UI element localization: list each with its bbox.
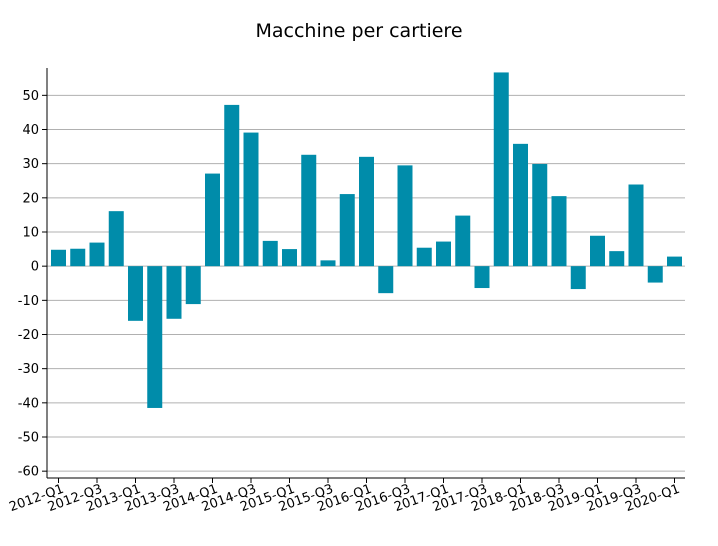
y-tick-label: -30 xyxy=(18,362,39,377)
bar-2013-Q1 xyxy=(128,266,143,321)
tick-labels: -60-50-40-30-20-10010203040502012-Q12012… xyxy=(7,89,681,515)
y-tick-label: 40 xyxy=(22,123,39,138)
y-tick-label: -40 xyxy=(18,396,39,411)
bar-2012-Q1 xyxy=(51,249,66,267)
bar-2018-Q2 xyxy=(532,164,548,267)
bar-2014-Q3 xyxy=(243,132,259,267)
y-tick-label: -20 xyxy=(18,328,39,343)
bar-2016-Q2 xyxy=(378,266,394,294)
bar-2019-Q1 xyxy=(590,235,605,267)
bar-2014-Q2 xyxy=(224,104,240,267)
bar-2017-Q3 xyxy=(474,266,490,289)
bar-2016-Q4 xyxy=(416,247,432,267)
bars xyxy=(51,72,682,408)
bar-2012-Q4 xyxy=(108,211,124,267)
bar-2019-Q3 xyxy=(628,184,644,267)
bar-2017-Q4 xyxy=(493,72,509,267)
bar-2014-Q4 xyxy=(262,240,278,267)
chart-title: Macchine per cartiere xyxy=(255,20,463,42)
bar-2015-Q3 xyxy=(320,260,336,267)
bar-2017-Q1 xyxy=(436,241,451,267)
bar-2014-Q1 xyxy=(205,173,220,267)
y-tick-label: -10 xyxy=(18,294,39,309)
bar-2019-Q2 xyxy=(609,251,625,267)
bar-2018-Q1 xyxy=(513,143,528,267)
bar-2012-Q3 xyxy=(89,242,105,267)
bar-2015-Q4 xyxy=(339,194,355,267)
y-tick-label: 20 xyxy=(22,191,39,206)
bar-2016-Q1 xyxy=(359,156,374,267)
y-tick-label: 10 xyxy=(22,226,39,241)
y-tick-label: 30 xyxy=(22,157,39,172)
bar-2019-Q4 xyxy=(647,266,663,283)
axes xyxy=(42,68,685,483)
bar-2013-Q4 xyxy=(185,266,201,305)
y-tick-label: 0 xyxy=(31,260,39,275)
bar-2016-Q3 xyxy=(397,165,413,267)
bar-2018-Q4 xyxy=(570,266,586,290)
bar-2015-Q1 xyxy=(282,249,297,267)
bar-2020-Q1 xyxy=(667,256,682,267)
bar-2015-Q2 xyxy=(301,154,317,267)
bar-2013-Q2 xyxy=(147,266,163,408)
y-tick-label: -50 xyxy=(18,431,39,446)
bar-2013-Q3 xyxy=(166,266,182,319)
bar-2012-Q2 xyxy=(70,248,86,267)
bar-2017-Q2 xyxy=(455,215,471,267)
y-tick-label: -60 xyxy=(18,465,39,480)
y-tick-label: 50 xyxy=(22,89,39,104)
bar-2018-Q3 xyxy=(551,196,567,267)
